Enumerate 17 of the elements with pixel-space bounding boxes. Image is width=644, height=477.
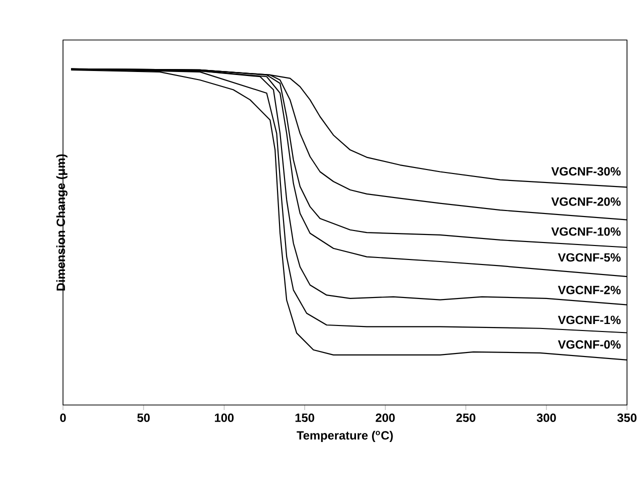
series-label: VGCNF-2% (558, 286, 621, 294)
x-tick-label: 100 (214, 414, 234, 422)
series-label: VGCNF-0% (558, 340, 621, 349)
series-label: VGCNF-20% (551, 197, 621, 206)
series-label: VGCNF-10% (551, 227, 621, 236)
x-tick-label: 50 (137, 414, 150, 422)
x-tick-label: 150 (295, 414, 314, 422)
x-tick-label: 0 (60, 414, 66, 422)
y-axis-title: Dimension Change (μm) (56, 154, 68, 290)
x-tick-label: 200 (376, 414, 395, 422)
series-label: VGCNF-30% (551, 167, 621, 176)
x-tick-label: 350 (617, 414, 636, 422)
x-tick-label: 250 (456, 414, 476, 422)
series-label: VGCNF-5% (558, 253, 621, 262)
x-tick-label: 300 (536, 414, 556, 422)
x-axis-title: Temperature ($^{o}$C) (296, 430, 393, 442)
series-label: VGCNF-1% (558, 316, 621, 324)
